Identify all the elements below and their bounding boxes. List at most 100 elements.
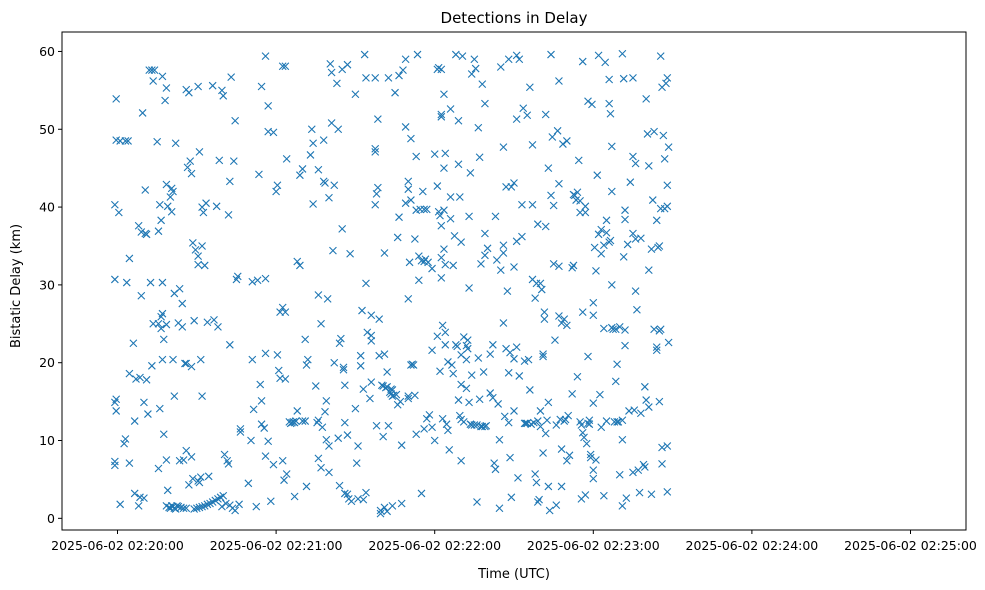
data-point bbox=[327, 68, 336, 77]
data-point bbox=[404, 392, 413, 401]
data-point bbox=[293, 407, 302, 415]
data-point bbox=[647, 490, 656, 499]
data-point bbox=[523, 111, 532, 120]
data-point bbox=[161, 96, 169, 105]
data-point bbox=[465, 398, 473, 407]
data-point bbox=[477, 259, 485, 268]
data-point bbox=[249, 405, 258, 414]
data-point bbox=[602, 228, 611, 237]
data-point bbox=[629, 468, 637, 477]
data-point bbox=[125, 254, 134, 263]
data-point bbox=[178, 299, 187, 308]
data-point bbox=[541, 222, 550, 231]
data-point bbox=[589, 399, 598, 408]
data-point bbox=[163, 486, 172, 495]
data-point bbox=[541, 110, 550, 119]
data-point bbox=[144, 410, 152, 418]
data-point bbox=[149, 77, 158, 85]
data-point bbox=[322, 435, 331, 444]
data-point bbox=[510, 407, 518, 415]
data-point bbox=[371, 147, 380, 156]
data-point bbox=[564, 411, 573, 420]
data-point bbox=[137, 228, 146, 236]
data-point bbox=[528, 140, 537, 149]
data-point bbox=[167, 207, 176, 216]
data-point bbox=[438, 321, 447, 330]
y-tick-label: 30 bbox=[39, 277, 55, 292]
data-point bbox=[159, 430, 168, 439]
data-point bbox=[340, 418, 349, 427]
data-point bbox=[282, 154, 291, 163]
data-point bbox=[440, 164, 448, 173]
data-point bbox=[631, 287, 640, 296]
data-point bbox=[561, 415, 570, 424]
data-point bbox=[137, 291, 146, 300]
data-point bbox=[404, 394, 413, 403]
data-point bbox=[150, 66, 159, 75]
data-point bbox=[236, 428, 245, 436]
data-point bbox=[488, 340, 497, 349]
data-point bbox=[621, 215, 629, 224]
data-point bbox=[218, 502, 226, 511]
data-point bbox=[533, 220, 542, 229]
data-point bbox=[539, 352, 547, 361]
data-point bbox=[438, 414, 447, 423]
data-point bbox=[325, 468, 333, 477]
data-point bbox=[510, 354, 518, 363]
data-point bbox=[405, 258, 414, 267]
data-point bbox=[647, 245, 656, 253]
data-point bbox=[499, 241, 508, 250]
data-point bbox=[367, 378, 376, 387]
data-point bbox=[362, 488, 370, 497]
data-point bbox=[261, 452, 270, 460]
data-point bbox=[110, 398, 119, 407]
data-point bbox=[327, 119, 336, 127]
data-point bbox=[371, 200, 380, 209]
data-point bbox=[441, 260, 450, 269]
data-point bbox=[529, 418, 538, 427]
data-point bbox=[543, 416, 551, 425]
data-point bbox=[343, 60, 352, 69]
data-point bbox=[458, 52, 467, 61]
data-point bbox=[200, 261, 209, 270]
data-point bbox=[182, 359, 191, 368]
data-point bbox=[203, 318, 212, 327]
data-point bbox=[582, 439, 591, 448]
data-point bbox=[335, 339, 344, 348]
data-point bbox=[142, 230, 151, 239]
data-point bbox=[417, 489, 426, 498]
data-point bbox=[450, 231, 459, 240]
data-point bbox=[597, 423, 606, 432]
data-point bbox=[663, 442, 672, 450]
data-point bbox=[134, 501, 143, 510]
data-point bbox=[314, 416, 323, 425]
data-point bbox=[356, 351, 365, 360]
data-point bbox=[309, 139, 317, 148]
data-point bbox=[496, 266, 505, 274]
data-point bbox=[367, 331, 376, 340]
data-point bbox=[410, 235, 419, 243]
data-point bbox=[155, 200, 164, 209]
data-point bbox=[605, 99, 614, 108]
data-point bbox=[157, 324, 166, 333]
data-point bbox=[606, 236, 615, 245]
data-point bbox=[129, 339, 138, 348]
data-point bbox=[470, 421, 479, 429]
data-point bbox=[599, 324, 608, 333]
data-point bbox=[507, 493, 516, 502]
data-point bbox=[428, 264, 436, 273]
data-point bbox=[562, 137, 571, 145]
data-point bbox=[449, 369, 458, 378]
data-point bbox=[318, 423, 327, 432]
data-point bbox=[481, 229, 489, 238]
data-point bbox=[594, 230, 603, 239]
data-point bbox=[633, 305, 641, 314]
data-point bbox=[329, 246, 337, 255]
data-point bbox=[555, 262, 563, 271]
data-point bbox=[208, 81, 217, 90]
data-point bbox=[278, 456, 287, 465]
data-point bbox=[404, 177, 413, 186]
data-point bbox=[500, 412, 509, 421]
data-point bbox=[309, 200, 317, 208]
data-point bbox=[196, 355, 205, 364]
